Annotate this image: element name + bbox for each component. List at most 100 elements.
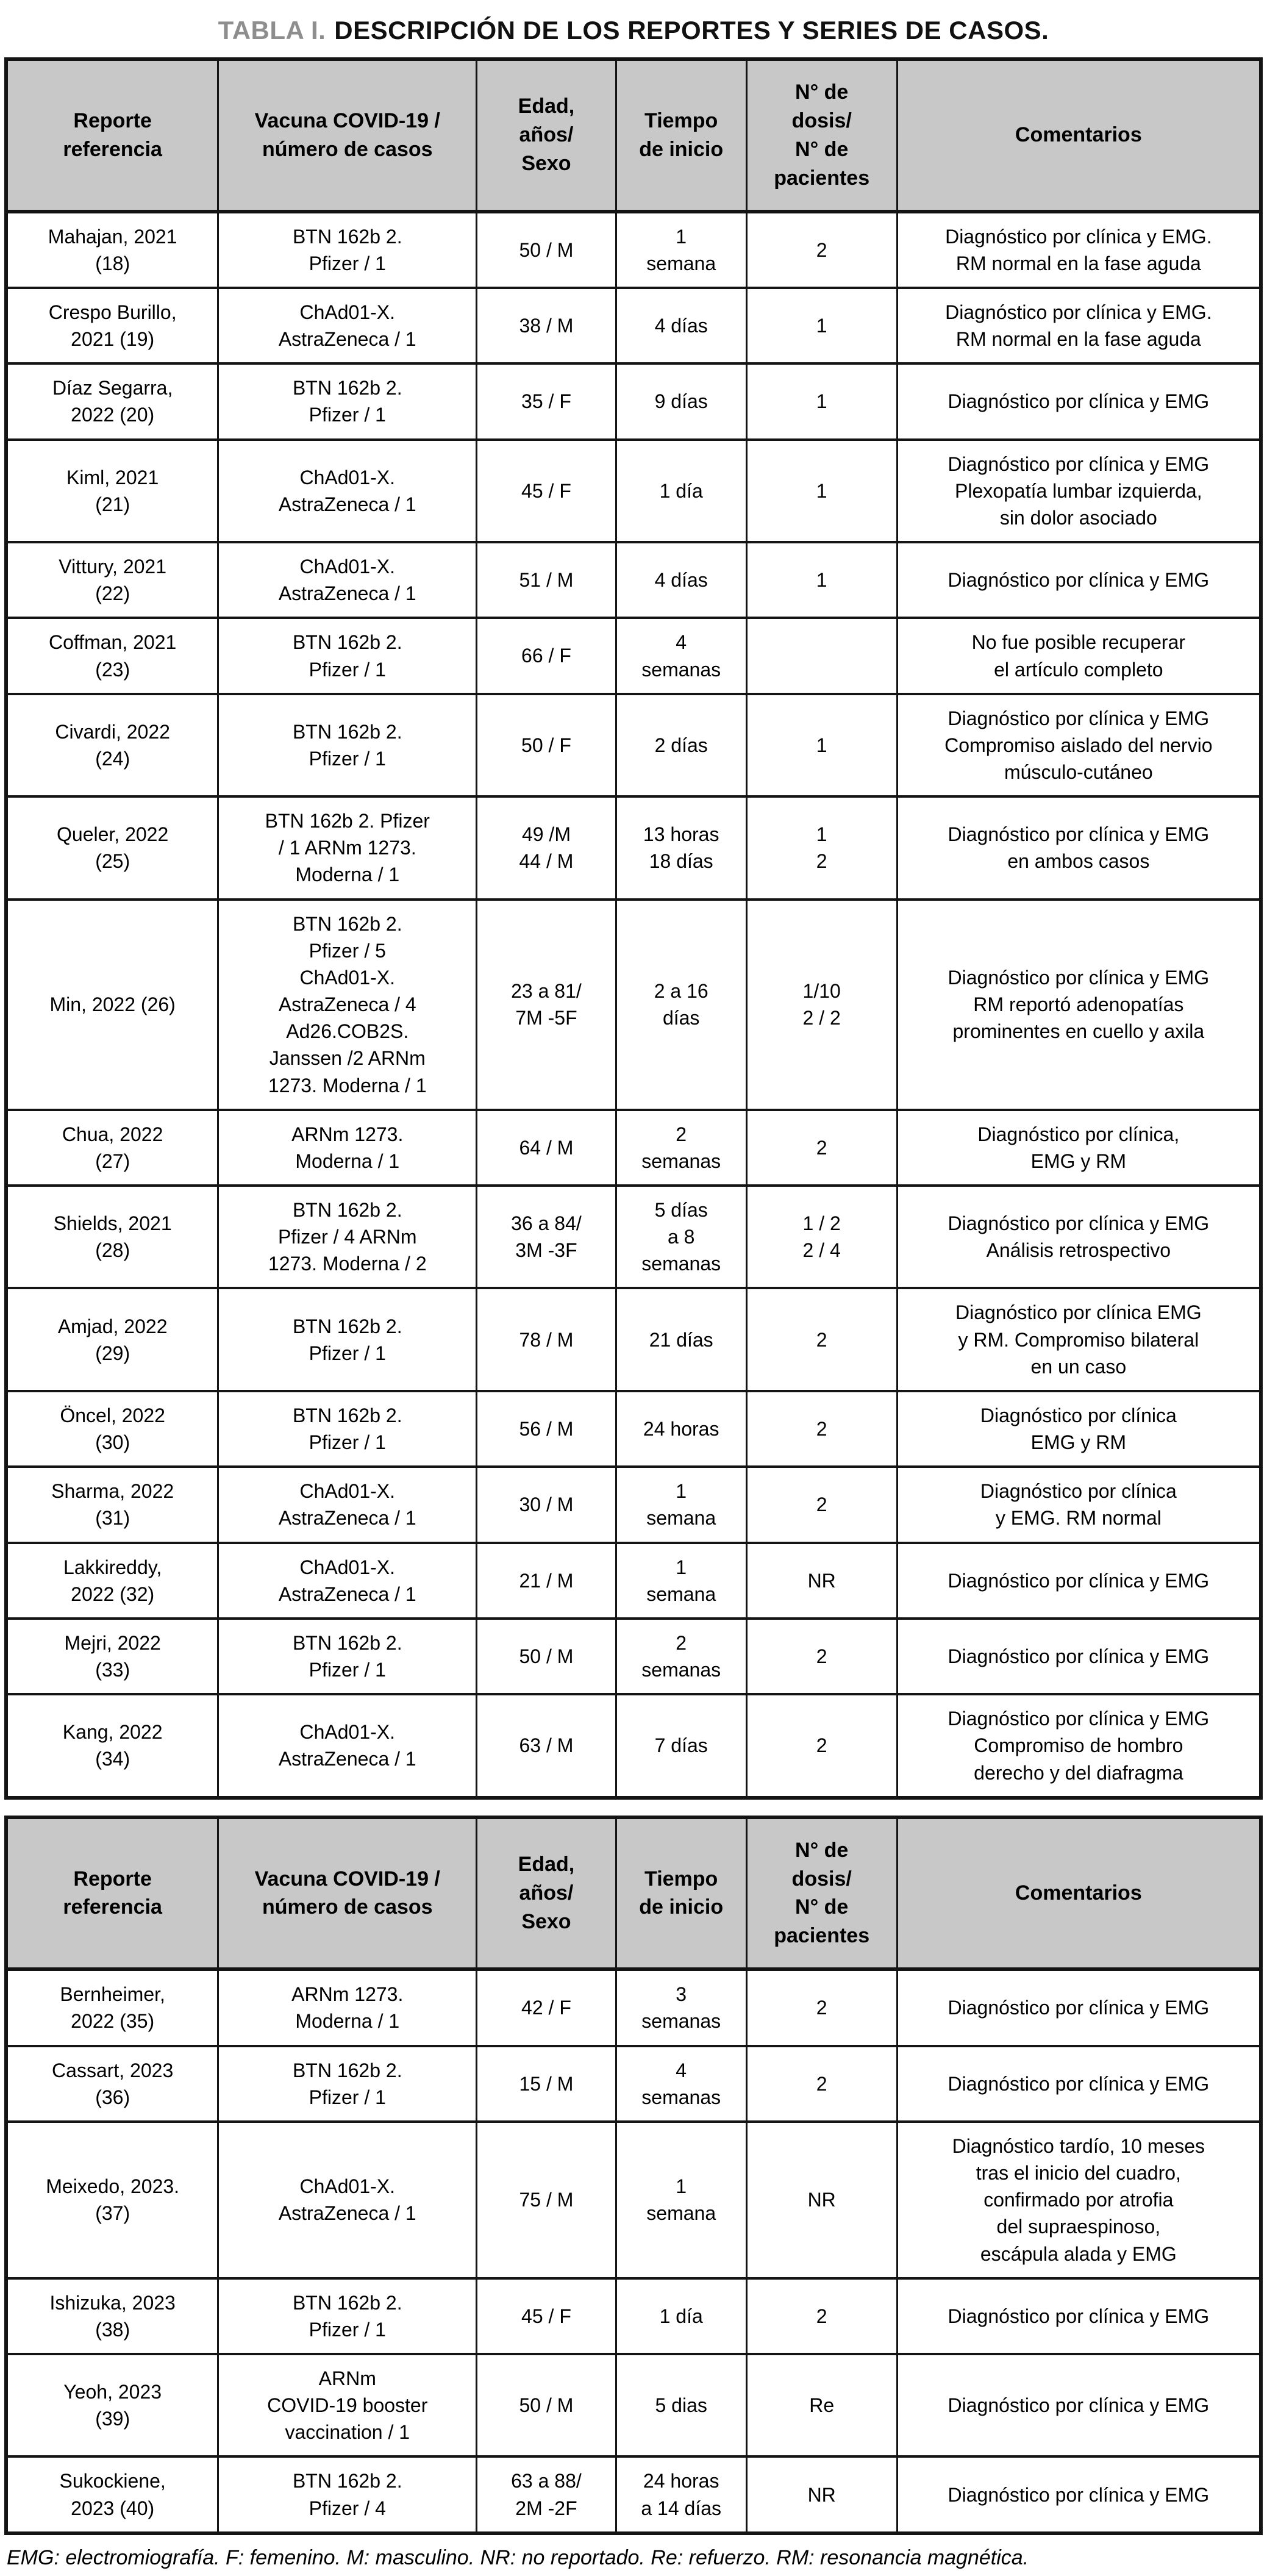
- cell-reporte: Amjad, 2022 (29): [5, 1287, 219, 1392]
- cell-reporte: Kiml, 2021 (21): [5, 438, 219, 544]
- cell-reporte: Chua, 2022 (27): [5, 1108, 219, 1187]
- cell-edad-sexo: 23 a 81/ 7M -5F: [476, 898, 617, 1111]
- table-row: Lakkireddy, 2022 (32) ChAd01-X. AstraZene…: [5, 1541, 1262, 1620]
- cell-dosis-pacientes: NR: [745, 1541, 898, 1620]
- cell-comentarios: No fue posible recuperar el artículo com…: [896, 617, 1262, 695]
- cell-comentarios: Diagnóstico por clínica y EMG Compromiso…: [896, 692, 1262, 798]
- cell-comentarios: Diagnóstico por clínica y EMG. RM normal…: [896, 286, 1262, 365]
- cell-tiempo-inicio: 2 semanas: [615, 1108, 748, 1187]
- cell-dosis-pacientes: 1: [745, 541, 898, 620]
- column-header-dosis-pacientes: N° de dosis/ N° de pacientes: [745, 1817, 898, 1972]
- cell-edad-sexo: 66 / F: [476, 617, 617, 695]
- cell-comentarios: Diagnóstico por clínica y EMG: [896, 2277, 1262, 2356]
- cell-dosis-pacientes: 1: [745, 692, 898, 798]
- cell-dosis-pacientes: 1 / 2 2 / 4: [745, 1184, 898, 1290]
- cases-table-1: Reporte referencia Vacuna COVID-19 / núm…: [4, 57, 1263, 1800]
- cell-vacuna: ChAd01-X. AstraZeneca / 1: [217, 1465, 478, 1544]
- cell-comentarios: Diagnóstico por clínica y EMG: [896, 1541, 1262, 1620]
- column-header-comentarios: Comentarios: [896, 1817, 1262, 1972]
- cell-reporte: Öncel, 2022 (30): [5, 1389, 219, 1469]
- column-header-reporte: Reporte referencia: [5, 1817, 219, 1972]
- table-row: Crespo Burillo, 2021 (19) ChAd01-X. Astra…: [5, 286, 1262, 365]
- column-header-dosis-pacientes: N° de dosis/ N° de pacientes: [745, 59, 898, 213]
- cell-dosis-pacientes: 1: [745, 438, 898, 544]
- cell-vacuna: BTN 162b 2. Pfizer / 1: [217, 210, 478, 289]
- cell-edad-sexo: 56 / M: [476, 1389, 617, 1469]
- cell-edad-sexo: 49 /M 44 / M: [476, 795, 617, 901]
- cell-edad-sexo: 42 / F: [476, 1968, 617, 2047]
- cell-tiempo-inicio: 1 semana: [615, 1465, 748, 1544]
- header-row: Reporte referencia Vacuna COVID-19 / núm…: [5, 59, 1262, 213]
- table-row: Queler, 2022 (25) BTN 162b 2. Pfizer / 1 …: [5, 795, 1262, 901]
- cell-tiempo-inicio: 4 semanas: [615, 2044, 748, 2123]
- cell-tiempo-inicio: 4 semanas: [615, 617, 748, 695]
- cell-vacuna: ARNm 1273. Moderna / 1: [217, 1108, 478, 1187]
- cell-edad-sexo: 45 / F: [476, 438, 617, 544]
- cell-vacuna: ChAd01-X. AstraZeneca / 1: [217, 286, 478, 365]
- cell-vacuna: ARNm COVID-19 booster vaccination / 1: [217, 2352, 478, 2458]
- column-header-comentarios: Comentarios: [896, 59, 1262, 213]
- table-row: Min, 2022 (26) BTN 162b 2. Pfizer / 5 ChA…: [5, 898, 1262, 1111]
- cell-comentarios: Diagnóstico por clínica, EMG y RM: [896, 1108, 1262, 1187]
- cell-reporte: Ishizuka, 2023 (38): [5, 2277, 219, 2356]
- cell-tiempo-inicio: 24 horas a 14 días: [615, 2455, 748, 2535]
- cell-reporte: Mejri, 2022 (33): [5, 1617, 219, 1696]
- cell-vacuna: BTN 162b 2. Pfizer / 1: [217, 1617, 478, 1696]
- cell-vacuna: ChAd01-X. AstraZeneca / 1: [217, 438, 478, 544]
- cell-comentarios: Diagnóstico por clínica y EMG. RM normal: [896, 1465, 1262, 1544]
- column-header-reporte: Reporte referencia: [5, 59, 219, 213]
- column-header-vacuna: Vacuna COVID-19 / número de casos: [217, 59, 478, 213]
- cell-tiempo-inicio: 24 horas: [615, 1389, 748, 1469]
- footnote: EMG: electromiografía. F: femenino. M: m…: [7, 2546, 1029, 2569]
- table-row: Bernheimer, 2022 (35) ARNm 1273. Moderna …: [5, 1968, 1262, 2047]
- header-row: Reporte referencia Vacuna COVID-19 / núm…: [5, 1817, 1262, 1972]
- cell-vacuna: BTN 162b 2. Pfizer / 4: [217, 2455, 478, 2535]
- cell-tiempo-inicio: 4 días: [615, 541, 748, 620]
- cell-dosis-pacientes: 2: [745, 1287, 898, 1392]
- cell-vacuna: ChAd01-X. AstraZeneca / 1: [217, 1541, 478, 1620]
- cell-reporte: Bernheimer, 2022 (35): [5, 1968, 219, 2047]
- cell-dosis-pacientes: 2: [745, 1108, 898, 1187]
- cell-reporte: Vittury, 2021 (22): [5, 541, 219, 620]
- cell-edad-sexo: 45 / F: [476, 2277, 617, 2356]
- cell-comentarios: Diagnóstico por clínica y EMG: [896, 2352, 1262, 2458]
- table-row: Shields, 2021 (28) BTN 162b 2. Pfizer / 4…: [5, 1184, 1262, 1290]
- table-row: Kiml, 2021 (21) ChAd01-X. AstraZeneca / 1…: [5, 438, 1262, 544]
- cell-reporte: Lakkireddy, 2022 (32): [5, 1541, 219, 1620]
- cell-reporte: Yeoh, 2023 (39): [5, 2352, 219, 2458]
- cell-tiempo-inicio: 1 semana: [615, 1541, 748, 1620]
- cell-vacuna: BTN 162b 2. Pfizer / 1 ARNm 1273. Modern…: [217, 795, 478, 901]
- cell-edad-sexo: 64 / M: [476, 1108, 617, 1187]
- cell-reporte: Civardi, 2022 (24): [5, 692, 219, 798]
- cell-vacuna: BTN 162b 2. Pfizer / 1: [217, 2277, 478, 2356]
- cell-edad-sexo: 15 / M: [476, 2044, 617, 2123]
- cell-comentarios: Diagnóstico por clínica y EMG Compromiso…: [896, 1693, 1262, 1799]
- cell-dosis-pacientes: Re: [745, 2352, 898, 2458]
- table-row: Vittury, 2021 (22) ChAd01-X. AstraZeneca …: [5, 541, 1262, 620]
- cell-comentarios: Diagnóstico por clínica y EMG: [896, 1617, 1262, 1696]
- table-row: Amjad, 2022 (29) BTN 162b 2. Pfizer / 1 78…: [5, 1287, 1262, 1392]
- cell-vacuna: BTN 162b 2. Pfizer / 4 ARNm 1273. Modern…: [217, 1184, 478, 1290]
- cell-tiempo-inicio: 1 semana: [615, 2120, 748, 2280]
- cell-comentarios: Diagnóstico por clínica y EMG. RM normal…: [896, 210, 1262, 289]
- cell-edad-sexo: 75 / M: [476, 2120, 617, 2280]
- cell-reporte: Díaz Segarra, 2022 (20): [5, 362, 219, 441]
- cell-tiempo-inicio: 1 día: [615, 2277, 748, 2356]
- cell-edad-sexo: 21 / M: [476, 1541, 617, 1620]
- table-row: Ishizuka, 2023 (38) BTN 162b 2. Pfizer / …: [5, 2277, 1262, 2356]
- cell-edad-sexo: 50 / M: [476, 2352, 617, 2458]
- table-row: Yeoh, 2023 (39) ARNm COVID-19 booster vac…: [5, 2352, 1262, 2458]
- column-header-vacuna: Vacuna COVID-19 / número de casos: [217, 1817, 478, 1972]
- cell-edad-sexo: 38 / M: [476, 286, 617, 365]
- cell-dosis-pacientes: 2: [745, 2277, 898, 2356]
- cell-dosis-pacientes: 1: [745, 362, 898, 441]
- cell-reporte: Shields, 2021 (28): [5, 1184, 219, 1290]
- column-header-tiempo-inicio: Tiempo de inicio: [615, 1817, 748, 1972]
- cell-reporte: Kang, 2022 (34): [5, 1693, 219, 1799]
- cell-tiempo-inicio: 9 días: [615, 362, 748, 441]
- column-header-edad-sexo: Edad, años/ Sexo: [476, 1817, 617, 1972]
- cell-comentarios: Diagnóstico por clínica y EMG RM reportó…: [896, 898, 1262, 1111]
- table-row: Díaz Segarra, 2022 (20) BTN 162b 2. Pfize…: [5, 362, 1262, 441]
- table-title-text: DESCRIPCIÓN DE LOS REPORTES Y SERIES DE …: [334, 16, 1049, 45]
- cell-dosis-pacientes: NR: [745, 2120, 898, 2280]
